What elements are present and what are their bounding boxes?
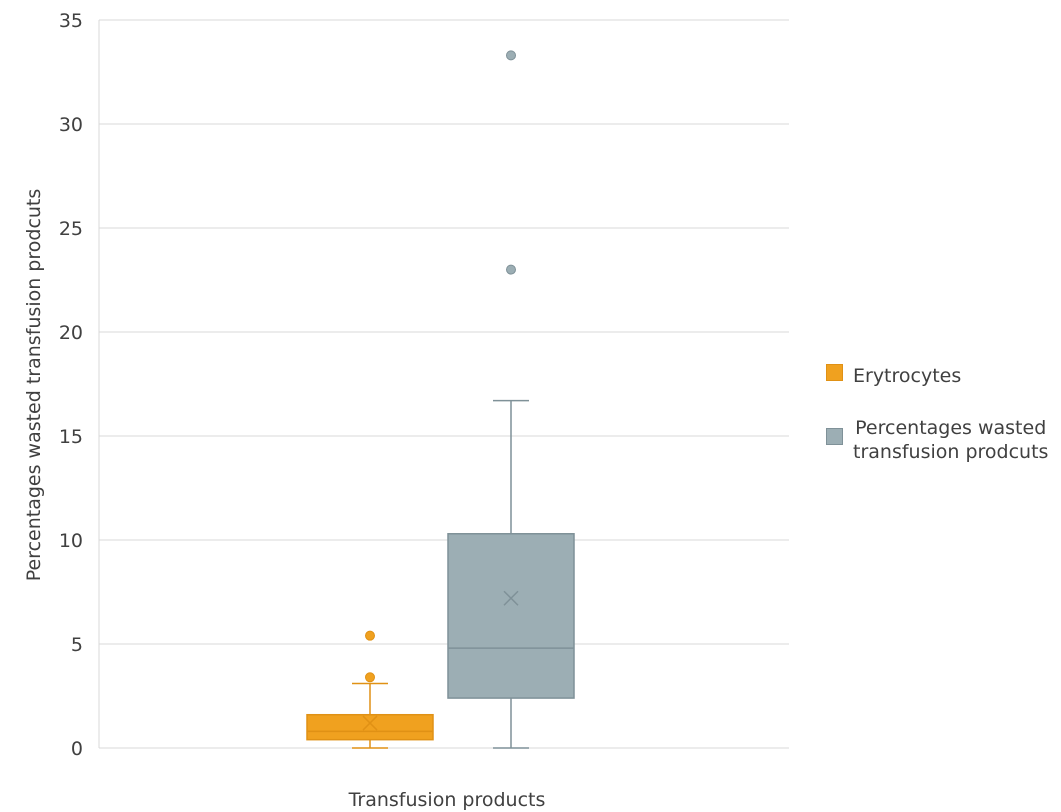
x-axis-label: Transfusion products [348, 789, 546, 811]
mean-marker-b [362, 715, 378, 731]
y-tick-label-10: 10 [59, 530, 83, 552]
box-series [306, 50, 575, 749]
legend: Erytrocytes Percentages wasted transfusi… [826, 364, 1048, 464]
outlier-point-1 [365, 672, 375, 683]
outlier-point-1 [506, 264, 516, 275]
legend-swatch-erytrocytes [826, 364, 843, 381]
outlier-point-2 [506, 50, 516, 61]
legend-label-line-2: transfusion prodcuts [853, 441, 1049, 463]
legend-item-erytrocytes[interactable]: Erytrocytes [826, 364, 1048, 388]
y-tick-label-15: 15 [59, 426, 83, 448]
box-erytrocytes [306, 630, 434, 749]
legend-swatch-percentages-wasted [826, 428, 843, 445]
box-percentages-wasted [447, 50, 575, 749]
box-iqr [306, 713, 434, 741]
y-tick-labels: 0 5 10 15 20 25 30 35 [59, 10, 83, 760]
y-tick-label-0: 0 [71, 738, 83, 760]
legend-label-percentages-wasted: Percentages wasted transfusion prodcuts [853, 416, 1048, 464]
y-axis-label: Percentages wasted transfusion prodcuts [23, 189, 45, 582]
y-tick-label-25: 25 [59, 218, 83, 240]
mean-marker-b [503, 590, 519, 606]
y-tick-label-20: 20 [59, 322, 83, 344]
y-tick-label-30: 30 [59, 114, 83, 136]
y-tick-label-35: 35 [59, 10, 83, 32]
legend-label-erytrocytes: Erytrocytes [853, 365, 962, 387]
gridlines [99, 19, 789, 749]
legend-label-line-1: Percentages wasted [855, 417, 1047, 439]
y-tick-label-5: 5 [71, 634, 83, 656]
outlier-point-2 [365, 630, 375, 641]
legend-item-percentages-wasted[interactable]: Percentages wasted transfusion prodcuts [826, 416, 1048, 464]
box-iqr [447, 533, 575, 699]
